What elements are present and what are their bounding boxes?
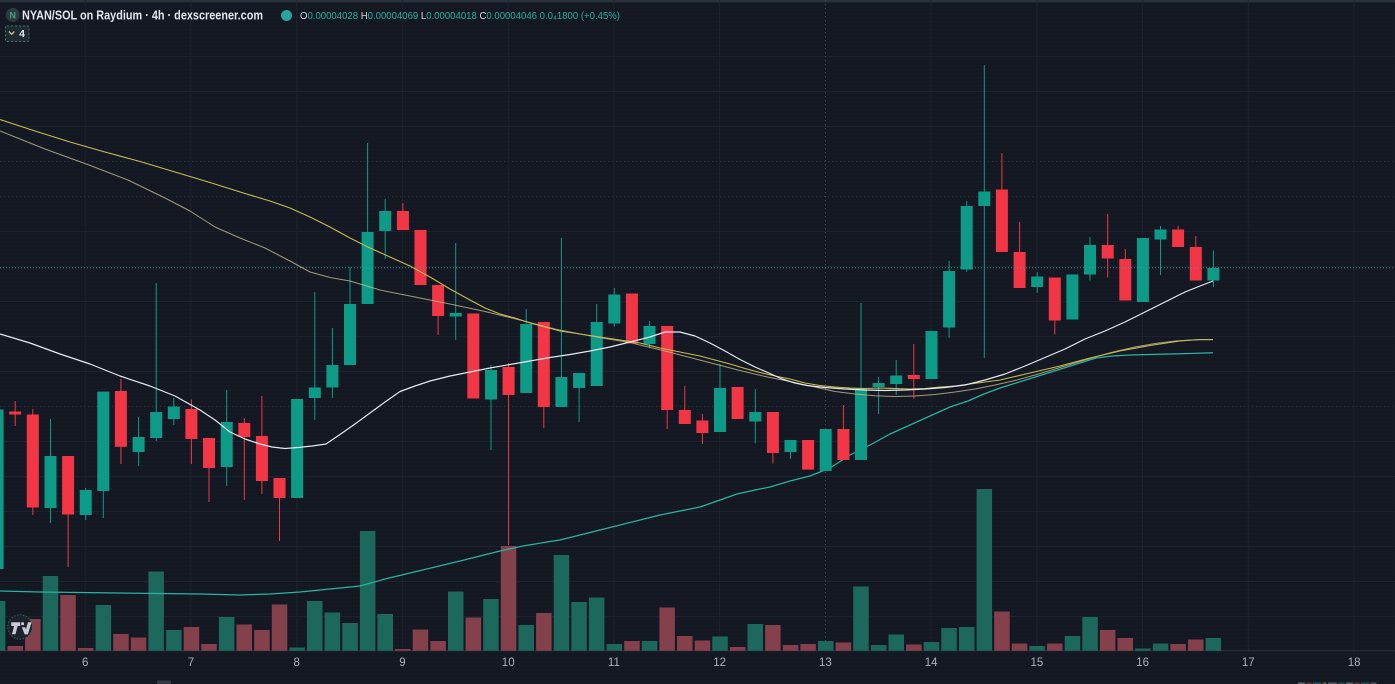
svg-text:NYAN/SOL on Raydium · 4h · dex: NYAN/SOL on Raydium · 4h · dexscreener.c… [22,8,263,23]
svg-text:O0.00004028 H0.00004069 L0.000: O0.00004028 H0.00004069 L0.00004018 C0.0… [300,10,620,22]
svg-text:17: 17 [1242,657,1255,669]
svg-text:12: 12 [713,657,726,669]
svg-text:7: 7 [188,657,194,669]
svg-text:14: 14 [925,657,938,669]
svg-text:10: 10 [502,657,515,669]
svg-text:9: 9 [399,657,405,669]
svg-text:18: 18 [1348,657,1361,669]
svg-text:16: 16 [1136,657,1149,669]
svg-text:15: 15 [1031,657,1044,669]
svg-text:11: 11 [608,657,620,669]
svg-text:6: 6 [82,657,88,669]
svg-text:8: 8 [293,657,299,669]
svg-text:13: 13 [819,657,832,669]
svg-text:N: N [10,11,17,21]
svg-text:4: 4 [19,28,25,40]
